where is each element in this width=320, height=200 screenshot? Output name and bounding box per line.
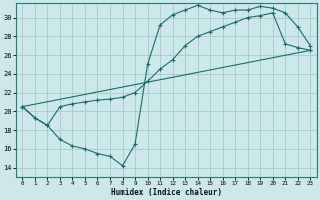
X-axis label: Humidex (Indice chaleur): Humidex (Indice chaleur) — [111, 188, 222, 197]
